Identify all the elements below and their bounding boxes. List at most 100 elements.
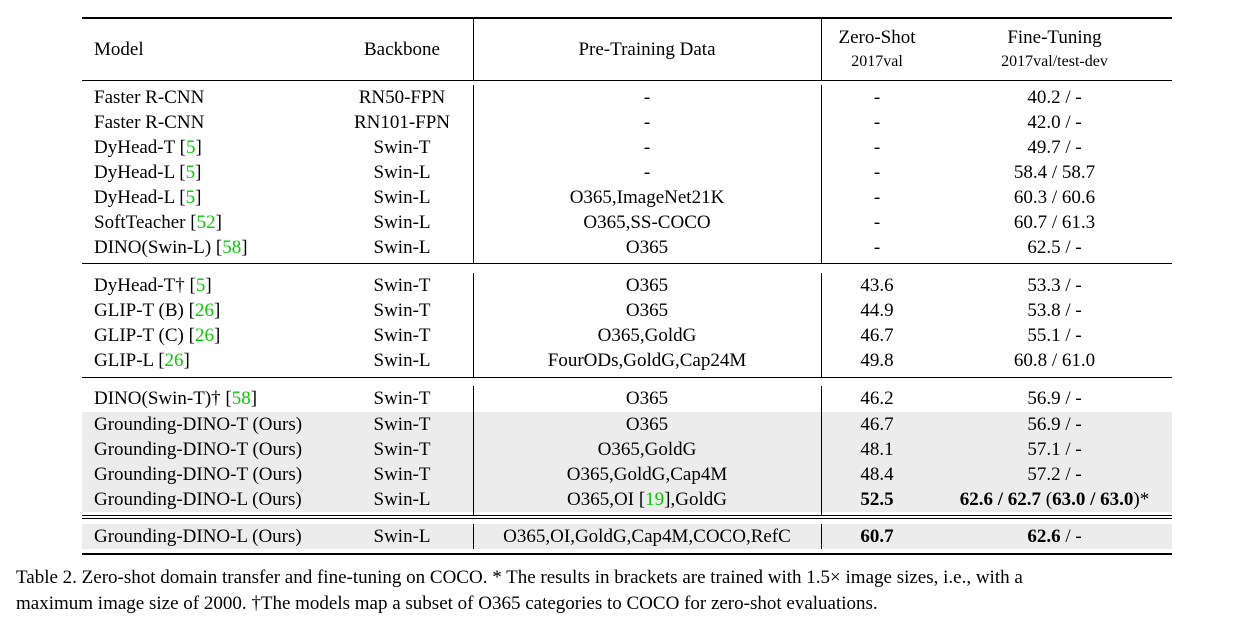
table-row: GLIP-T (C) [26] Swin-T O365,GoldG 46.7 5…	[82, 323, 1172, 348]
backbone-cell: Swin-T	[373, 300, 431, 321]
backbone-cell: Swin-T	[373, 325, 431, 346]
backbone-cell: Swin-T	[373, 388, 431, 409]
citation-link[interactable]: 5	[185, 137, 196, 158]
zeroshot-cell: 46.2	[860, 388, 894, 409]
citation-link[interactable]: 19	[645, 489, 665, 510]
data-cell: -	[643, 87, 651, 108]
backbone-cell: Swin-L	[373, 212, 431, 233]
table-row: DyHead-L [5] Swin-L O365,ImageNet21K - 6…	[82, 185, 1172, 210]
table-row: Grounding-DINO-T (Ours) Swin-T O365,Gold…	[82, 462, 1172, 487]
backbone-cell: Swin-T	[373, 137, 431, 158]
zeroshot-cell: -	[873, 187, 881, 208]
column-separator	[473, 386, 474, 515]
backbone-cell: Swin-L	[373, 162, 431, 183]
data-cell: -	[643, 112, 651, 133]
column-separator	[473, 85, 474, 263]
finetuning-cell: 53.3 / -	[1027, 275, 1082, 296]
group-rule	[82, 377, 1172, 378]
citation-link[interactable]: 5	[195, 275, 206, 296]
model-cell: Grounding-DINO-T (Ours)	[94, 464, 303, 485]
finetuning-cell: 58.4 / 58.7	[1013, 162, 1096, 183]
finetuning-cell: 62.5 / -	[1027, 237, 1082, 258]
finetuning-cell: 55.1 / -	[1027, 325, 1082, 346]
model-cell: DyHead-T [5]	[94, 137, 202, 158]
model-cell: DyHead-L [5]	[94, 187, 202, 208]
data-cell: O365,SS-COCO	[583, 212, 711, 233]
column-separator	[821, 85, 822, 263]
finetuning-cell: 57.1 / -	[1027, 439, 1082, 460]
citation-link[interactable]: 5	[185, 162, 196, 183]
group-rule	[82, 263, 1172, 264]
backbone-cell: Swin-T	[373, 439, 431, 460]
zeroshot-cell: 44.9	[860, 300, 894, 321]
citation-link[interactable]: 5	[185, 187, 196, 208]
header-finetuning-sub: 2017val/test-dev	[1001, 53, 1108, 70]
data-cell: O365	[625, 388, 669, 409]
column-separator	[821, 19, 822, 80]
header-rule	[82, 80, 1172, 81]
finetuning-cell: 62.6 / 62.7 (63.0 / 63.0)*	[959, 489, 1150, 510]
table-bottom-rule	[82, 553, 1172, 555]
citation-link[interactable]: 58	[222, 237, 242, 258]
backbone-cell: Swin-L	[373, 350, 431, 371]
citation-link[interactable]: 26	[194, 325, 214, 346]
finetuning-cell: 62.6 / -	[1027, 526, 1082, 547]
backbone-cell: Swin-T	[373, 464, 431, 485]
data-cell: -	[643, 137, 651, 158]
finetuning-cell: 57.2 / -	[1027, 464, 1082, 485]
finetuning-cell: 56.9 / -	[1027, 414, 1082, 435]
table-row: Grounding-DINO-T (Ours) Swin-T O365 46.7…	[82, 412, 1172, 437]
zeroshot-cell: 46.7	[860, 325, 894, 346]
table-row: Grounding-DINO-L (Ours) Swin-L O365,OI […	[82, 487, 1172, 512]
finetuning-cell: 42.0 / -	[1027, 112, 1082, 133]
data-cell: O365,GoldG	[597, 325, 697, 346]
citation-link[interactable]: 58	[231, 388, 251, 409]
zeroshot-cell: -	[873, 212, 881, 233]
model-cell: Faster R-CNN	[94, 112, 205, 133]
data-cell: O365,OI,GoldG,Cap4M,COCO,RefC	[503, 526, 791, 547]
table-row: DyHead-L [5] Swin-L - - 58.4 / 58.7	[82, 160, 1172, 185]
citation-link[interactable]: 26	[164, 350, 184, 371]
data-cell: O365,ImageNet21K	[569, 187, 725, 208]
table-row: GLIP-L [26] Swin-L FourODs,GoldG,Cap24M …	[82, 348, 1172, 373]
backbone-cell: Swin-L	[373, 526, 431, 547]
finetuning-cell: 56.9 / -	[1027, 388, 1082, 409]
header-pretraining: Pre-Training Data	[578, 39, 716, 60]
backbone-cell: RN101-FPN	[353, 112, 451, 133]
header-zeroshot-sub: 2017val	[851, 53, 903, 70]
data-cell: O365,GoldG	[597, 439, 697, 460]
table-row: SoftTeacher [52] Swin-L O365,SS-COCO - 6…	[82, 210, 1172, 235]
finetuning-cell: 53.8 / -	[1027, 300, 1082, 321]
citation-link[interactable]: 26	[194, 300, 214, 321]
finetuning-cell: 49.7 / -	[1027, 137, 1082, 158]
header-backbone: Backbone	[364, 39, 440, 60]
backbone-cell: Swin-T	[373, 414, 431, 435]
zeroshot-cell: 49.8	[860, 350, 894, 371]
model-cell: Grounding-DINO-L (Ours)	[94, 489, 302, 510]
table-header: Model Backbone Pre-Training Data Zero-Sh…	[82, 19, 1172, 80]
model-cell: SoftTeacher [52]	[94, 212, 222, 233]
zeroshot-cell: 52.5	[860, 489, 894, 510]
citation-link[interactable]: 52	[196, 212, 216, 233]
header-finetuning: Fine-Tuning	[1007, 27, 1102, 48]
group-rule	[82, 518, 1172, 519]
column-separator	[821, 524, 822, 549]
data-cell: O365,GoldG,Cap4M	[566, 464, 728, 485]
data-cell: FourODs,GoldG,Cap24M	[547, 350, 747, 371]
table-row: Grounding-DINO-T (Ours) Swin-T O365,Gold…	[82, 437, 1172, 462]
zeroshot-cell: -	[873, 162, 881, 183]
table-top-rule	[82, 17, 1172, 19]
header-zeroshot: Zero-Shot	[838, 27, 916, 48]
model-cell: GLIP-L [26]	[94, 350, 190, 371]
header-model: Model	[94, 39, 144, 60]
model-cell: GLIP-T (C) [26]	[94, 325, 221, 346]
data-cell: O365	[625, 300, 669, 321]
finetuning-cell: 60.8 / 61.0	[1013, 350, 1096, 371]
backbone-cell: RN50-FPN	[358, 87, 446, 108]
table-row: DINO(Swin-L) [58] Swin-L O365 - 62.5 / -	[82, 235, 1172, 260]
data-cell: -	[643, 162, 651, 183]
data-cell: O365	[625, 237, 669, 258]
column-separator	[821, 386, 822, 515]
data-cell: O365	[625, 275, 669, 296]
